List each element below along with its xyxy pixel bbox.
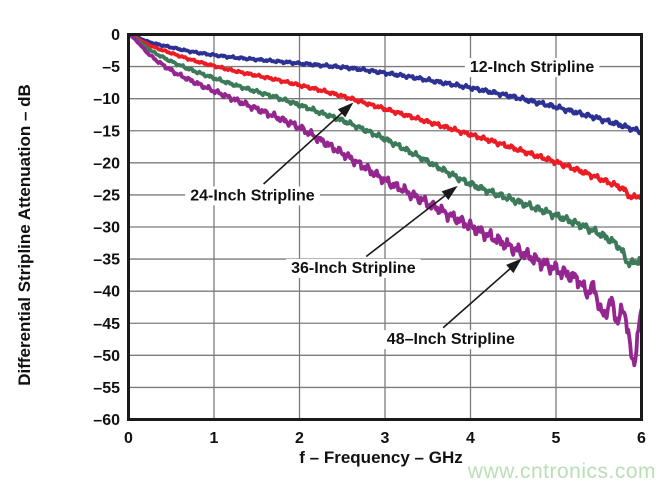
x-tick-label: 4 [466, 430, 475, 447]
x-tick-label: 6 [637, 430, 646, 447]
series-label-bg [185, 186, 320, 206]
series-label-bg [464, 58, 600, 78]
annotation-arrowhead [337, 102, 354, 118]
y-tick-label: 0 [111, 27, 120, 44]
y-tick-label: –35 [93, 252, 120, 269]
y-tick-label: –20 [93, 155, 120, 172]
x-tick-label: 1 [210, 430, 219, 447]
y-tick-label: –45 [93, 316, 120, 333]
y-tick-label: –50 [93, 348, 120, 365]
series-line-1 [128, 34, 642, 136]
x-tick-label: 0 [124, 430, 133, 447]
series-curves [128, 34, 642, 368]
series-label: 12-Inch Stripline [470, 59, 595, 76]
annotation-arrow-line [365, 193, 448, 258]
series-label-bg [381, 330, 520, 350]
series-line-2 [128, 34, 642, 201]
x-axis-title: f – Frequency – GHz [299, 448, 462, 467]
annotations: 12-Inch Stripline 24-Inch Stripline 36-Inc… [185, 58, 600, 350]
y-tick-label: –40 [93, 284, 120, 301]
watermark: www.cntronics.com [467, 460, 656, 483]
annotation-arrow-line [263, 110, 345, 185]
x-tick-label: 3 [381, 430, 390, 447]
series-line-4 [128, 34, 642, 368]
annotation-arrow-line [442, 266, 513, 329]
y-tick-label: –30 [93, 220, 120, 237]
series-label: 48–Inch Stripline [387, 331, 515, 348]
y-tick-label: –10 [93, 91, 120, 108]
series-label: 36-Inch Stripline [291, 260, 416, 277]
annotation-arrowhead [506, 258, 522, 274]
series-label-bg [286, 258, 421, 278]
series-label: 24-Inch Stripline [190, 187, 315, 204]
tick-labels: 0–5–10–15–20–25–30–35–40–45–50–55–600 1 2 3… [93, 27, 646, 447]
x-tick-label: 5 [552, 430, 561, 447]
plot-frame [127, 33, 643, 421]
x-tick-label: 2 [295, 430, 304, 447]
y-tick-label: –5 [102, 59, 120, 76]
annotation-arrowhead [441, 185, 458, 201]
gridlines [128, 34, 642, 420]
series-line-3 [128, 34, 642, 269]
y-tick-label: –55 [93, 380, 120, 397]
y-axis-title: Differential Stripline Attenuation – dB [15, 84, 34, 386]
y-tick-label: –15 [93, 123, 120, 140]
y-tick-label: –60 [93, 412, 120, 429]
y-tick-label: –25 [93, 187, 120, 204]
frame-rect [127, 33, 643, 421]
